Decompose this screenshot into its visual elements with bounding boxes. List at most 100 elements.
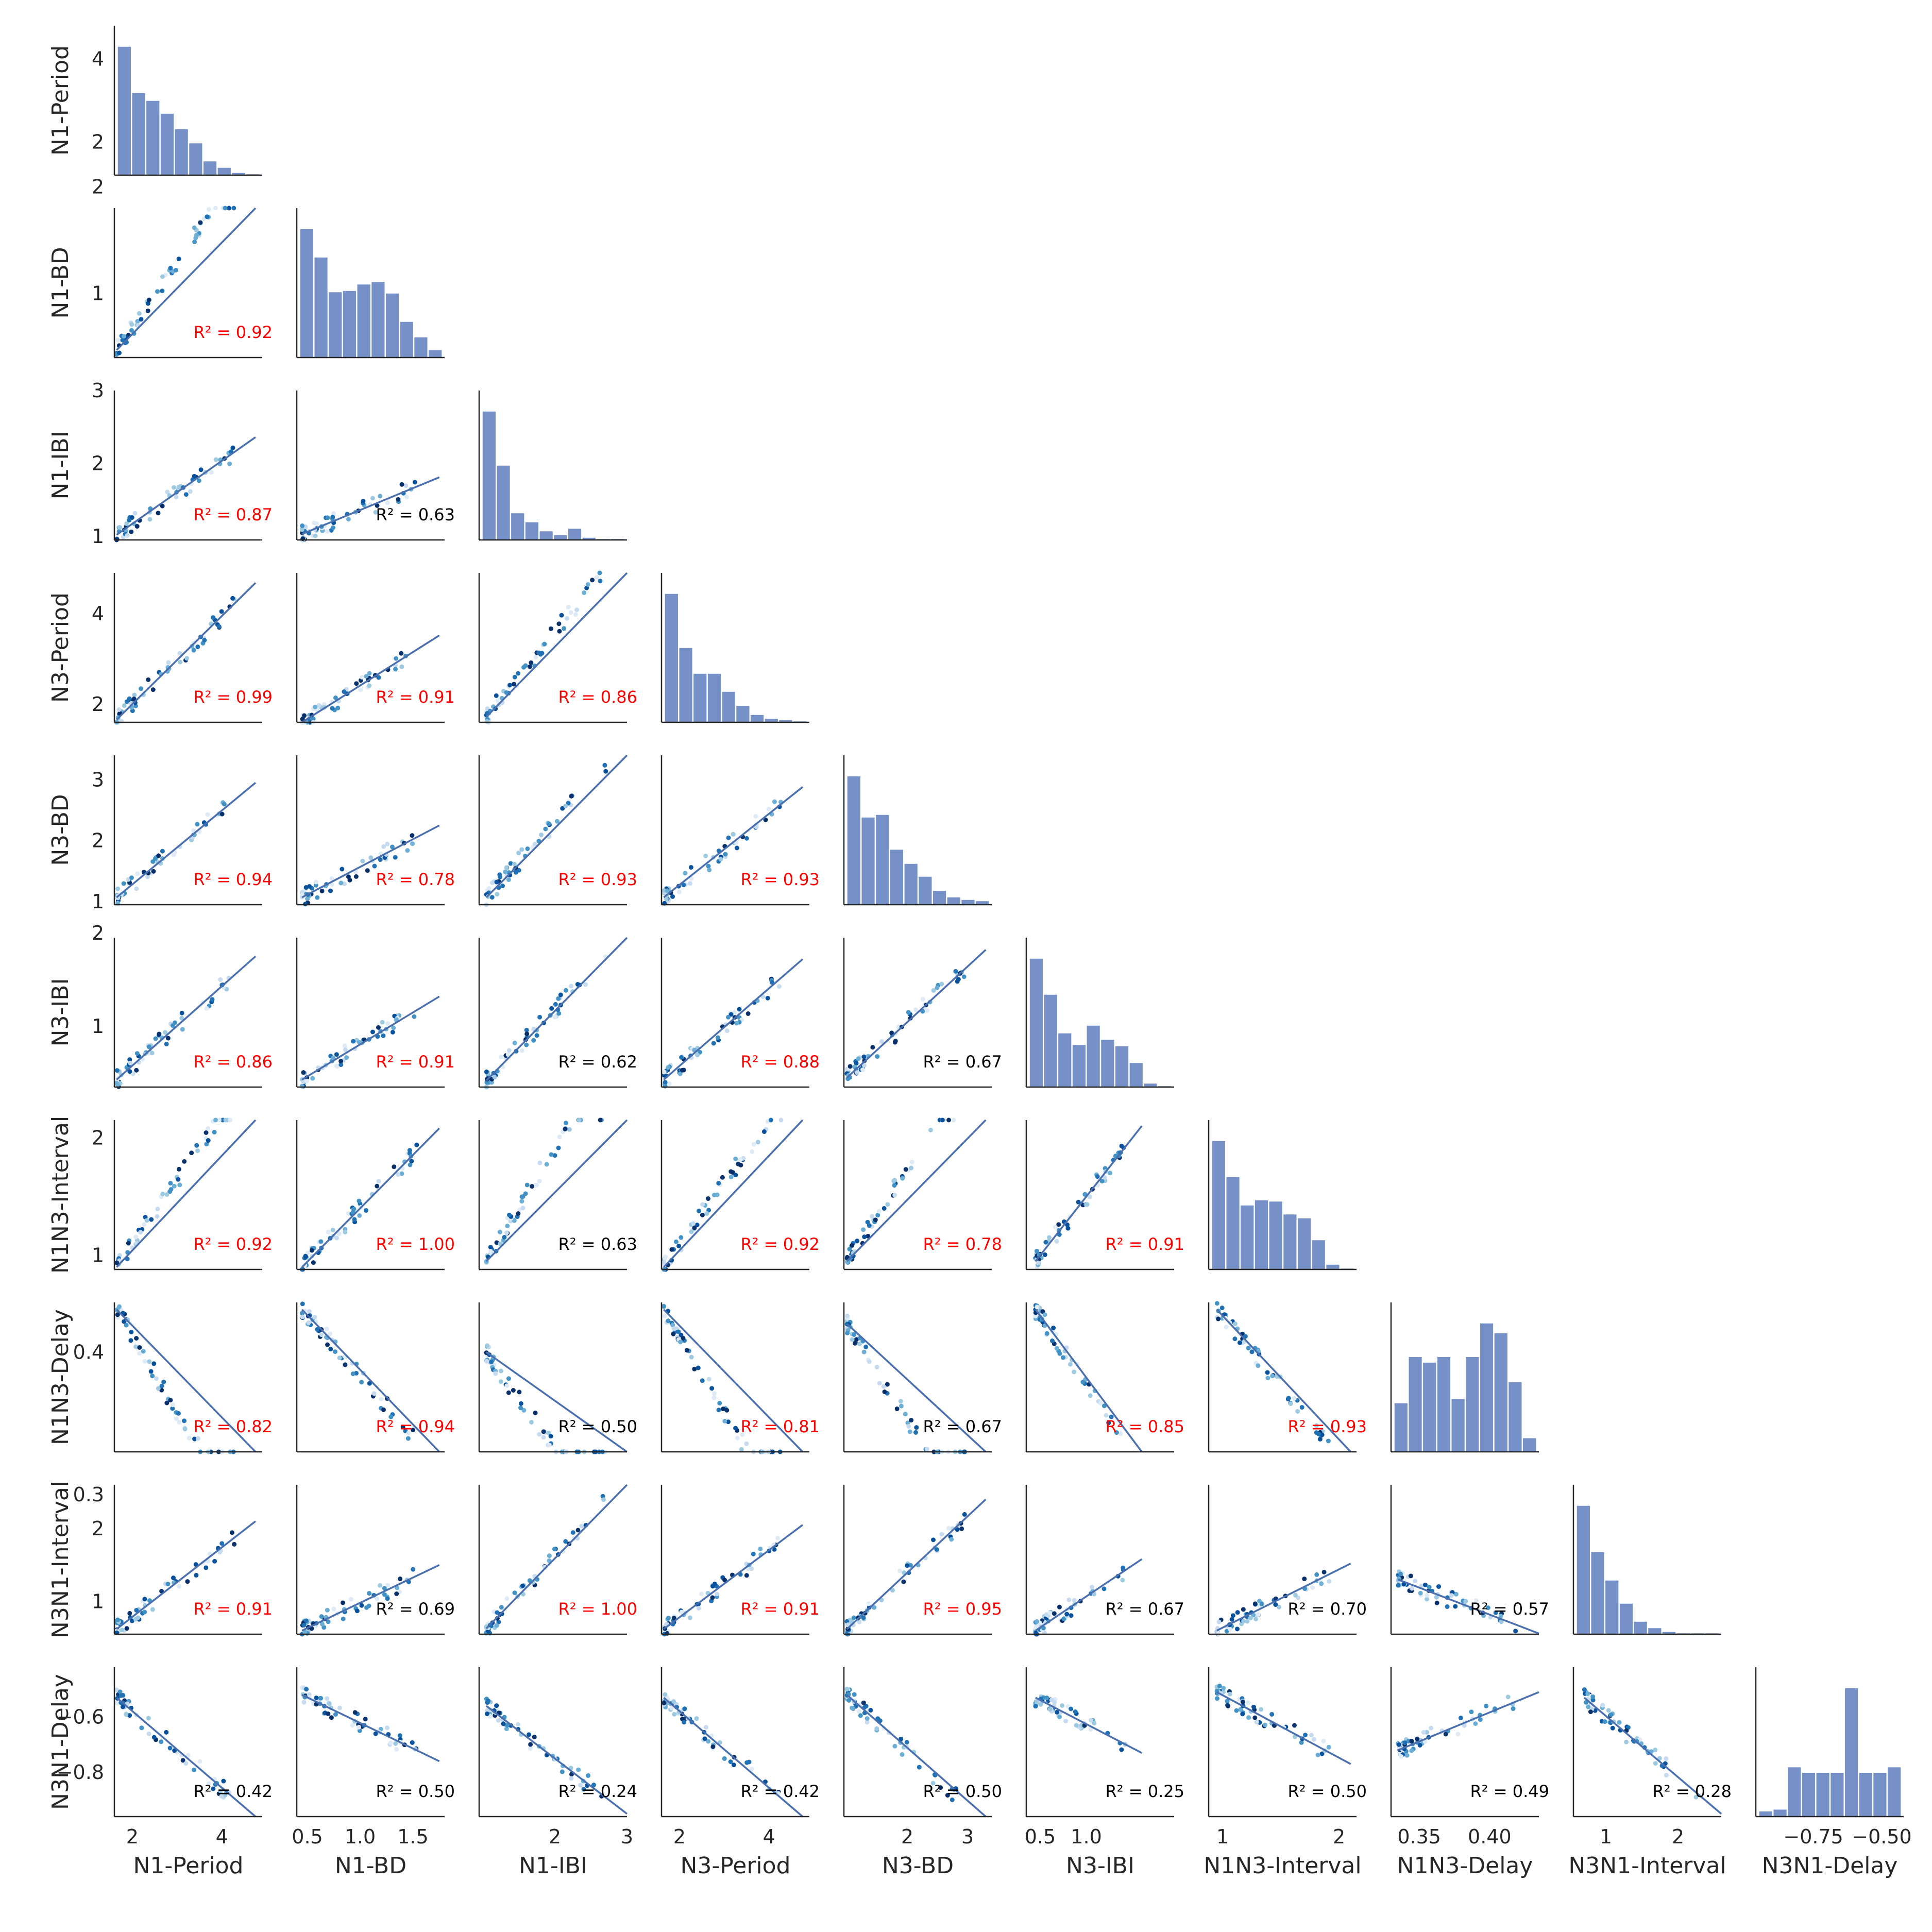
hist-bar-n1-bd-6 bbox=[385, 293, 400, 358]
panel-n3-ibi-vs-n1-ibi-point bbox=[583, 982, 588, 987]
panel-n3n1-interval-vs-n1n3-interval-point bbox=[1235, 1626, 1240, 1632]
panel-n1-bd-vs-n1-period-point bbox=[192, 239, 197, 244]
hist-bar-n3n1-interval-3 bbox=[1619, 1603, 1634, 1635]
panel-n3-bd-vs-n1-period-point bbox=[222, 802, 227, 807]
panel-n3n1-delay-vs-n1-period-r2-label: R² = 0.42 bbox=[194, 1782, 273, 1801]
panel-n1n3-delay-vs-n1-ibi-regression-line bbox=[485, 1351, 628, 1453]
panel-n3n1-interval-vs-n1-bd-point bbox=[375, 1596, 380, 1601]
panel-n3n1-delay-vs-n3n1-interval-point bbox=[1590, 1698, 1596, 1703]
panel-n1n3-interval-vs-n3-bd-point bbox=[861, 1227, 866, 1232]
panel-n1n3-interval-vs-n1-bd-point bbox=[303, 1254, 309, 1259]
hist-bar-n1-ibi-3 bbox=[524, 521, 539, 540]
hist-bar-n1n3-delay-2 bbox=[1422, 1362, 1437, 1452]
panel-n1n3-interval-vs-n3-ibi-point bbox=[1036, 1260, 1041, 1265]
panel-n3n1-interval-vs-n1n3-interval-point bbox=[1245, 1619, 1250, 1624]
panel-n1n3-delay-vs-n3-bd-point bbox=[909, 1418, 914, 1423]
panel-n3n1-interval-vs-n3-ibi-point bbox=[1069, 1613, 1074, 1618]
hist-bar-n1n3-delay-1 bbox=[1408, 1356, 1423, 1452]
panel-n3n1-delay-vs-n1-period-regression-line bbox=[116, 1697, 257, 1818]
panel-n1n3-delay-vs-n1-bd-point bbox=[388, 1414, 394, 1419]
panel-n1n3-delay-vs-n1-period-point bbox=[174, 1416, 179, 1421]
panel-n1-bd-vs-n1-period-point bbox=[173, 267, 178, 273]
hist-bar-n1n3-delay-0 bbox=[1394, 1402, 1409, 1452]
panel-n3-period-vs-n1-ibi-r2-label: R² = 0.86 bbox=[558, 687, 637, 707]
panel-n3-bd-vs-n1-bd-point bbox=[381, 844, 386, 849]
panel-n3n1-interval-vs-n1-period-regression-line bbox=[116, 1520, 257, 1630]
panel-n1n3-delay-vs-n1-period-point bbox=[170, 1402, 175, 1408]
panel-n3n1-interval-vs-n3-period-point bbox=[687, 1615, 692, 1620]
panel-n3n1-interval-vs-n1-ibi-point bbox=[494, 1623, 499, 1628]
panel-n1n3-delay-vs-n1n3-interval-point bbox=[1314, 1423, 1319, 1428]
panel-n3-ibi-vs-n1-ibi-point bbox=[524, 1042, 529, 1047]
ytick-n1n3-interval-1: 2 bbox=[92, 1126, 104, 1149]
panel-n3-bd-vs-n1-period-point bbox=[129, 875, 134, 880]
panel-n3-period-vs-n1-bd-point bbox=[333, 695, 338, 700]
panel-n3n1-interval-vs-n1n3-delay-point bbox=[1396, 1583, 1401, 1588]
panel-n1n3-interval-vs-n1-period-point bbox=[176, 1177, 181, 1182]
panel-n1n3-delay-vs-n1-bd-point bbox=[324, 1327, 329, 1332]
panel-n1n3-delay-vs-n1-ibi-point bbox=[546, 1430, 551, 1435]
panel-n3n1-delay-vs-n1-ibi-point bbox=[485, 1699, 490, 1704]
panel-n3-bd-vs-n3-period-point bbox=[731, 832, 736, 837]
panel-n3n1-interval-vs-n1n3-interval-point bbox=[1228, 1626, 1233, 1632]
panel-n3-period-vs-n1-ibi-point bbox=[484, 719, 489, 724]
xtick-n3-period-1: 4 bbox=[763, 1825, 775, 1848]
hist-bar-n1-bd-2 bbox=[328, 291, 343, 358]
panel-n3n1-interval-vs-n3-bd-point bbox=[949, 1537, 954, 1542]
panel-n3-bd-vs-n3-period-point bbox=[687, 881, 692, 886]
panel-n3n1-interval-vs-n3-bd-point bbox=[866, 1601, 871, 1606]
panel-n1n3-delay-vs-n3-bd-point bbox=[882, 1389, 887, 1394]
xtick-n3n1-interval-0: 1 bbox=[1600, 1825, 1612, 1848]
panel-n1n3-interval-vs-n1-bd-point bbox=[395, 1172, 400, 1177]
panel-n3n1-interval-vs-n3-period-r2-label: R² = 0.91 bbox=[741, 1599, 820, 1619]
panel-n1n3-interval-vs-n1-ibi-point bbox=[537, 1178, 542, 1183]
panel-n1n3-interval-vs-n3-bd-point bbox=[928, 1127, 933, 1132]
panel-n3n1-delay-vs-n1-bd-point bbox=[318, 1696, 324, 1701]
panel-n1n3-interval-vs-n3-period-point bbox=[692, 1225, 697, 1230]
hist-bar-n1n3-interval-5 bbox=[1282, 1213, 1297, 1270]
panel-n1n3-delay-vs-n1n3-interval-point bbox=[1295, 1409, 1300, 1414]
panel-n3-ibi-vs-n1-ibi-point bbox=[499, 1055, 504, 1060]
panel-n1n3-delay-vs-n3-bd-point bbox=[924, 1446, 929, 1451]
panel-n3n1-delay-vs-n1-bd-point bbox=[314, 1695, 319, 1700]
panel-n3-bd-vs-n1-ibi-point bbox=[560, 806, 565, 811]
panel-n3-ibi-vs-n1-period-point bbox=[180, 1027, 185, 1032]
panel-n3n1-delay-vs-n3-period-point bbox=[749, 1767, 754, 1772]
hist-bar-n1n3-interval-0 bbox=[1211, 1140, 1226, 1270]
xlabel-n1n3-delay: N1N3-Delay bbox=[1397, 1853, 1533, 1879]
panel-n1n3-interval-vs-n1-ibi-point bbox=[488, 1249, 493, 1254]
panel-n1n3-delay-vs-n3-bd-point bbox=[861, 1349, 867, 1354]
panel-n3n1-interval-vs-n3-period-point bbox=[722, 1578, 727, 1583]
panel-n3-period-vs-n1-bd-point bbox=[399, 664, 404, 669]
panel-n3n1-delay-vs-n1-bd-point bbox=[394, 1747, 399, 1752]
panel-n1-ibi-vs-n1-bd-point bbox=[330, 515, 335, 520]
panel-n1n3-delay-vs-n1-period-point bbox=[142, 1359, 147, 1364]
panel-n1n3-interval-vs-n3-period-point bbox=[716, 1181, 721, 1186]
panel-n3n1-interval-vs-n3-period-point bbox=[679, 1609, 684, 1615]
panel-n1n3-interval-vs-n3-bd-point bbox=[891, 1178, 896, 1183]
panel-n1-bd-vs-n1-period-point bbox=[145, 308, 150, 313]
hist-bar-n3-bd-4 bbox=[904, 863, 919, 905]
panel-n1n3-delay-vs-n1n3-interval-point bbox=[1249, 1349, 1255, 1354]
panel-n3n1-interval-vs-n3-period-point bbox=[751, 1551, 756, 1556]
panel-n3n1-delay-vs-n1n3-interval-regression-line bbox=[1216, 1691, 1351, 1765]
hist-bar-n1n3-interval-8 bbox=[1325, 1264, 1341, 1270]
panel-n1n3-delay-vs-n3-period-point bbox=[733, 1426, 738, 1431]
panel-n3-period-vs-n1-ibi-point bbox=[521, 665, 527, 670]
panel-n1n3-delay-vs-n3-ibi-r2-label: R² = 0.85 bbox=[1106, 1417, 1184, 1436]
panel-n1n3-delay-vs-n3-ibi-point bbox=[1035, 1304, 1040, 1310]
panel-n3n1-delay-vs-n1n3-interval-point bbox=[1299, 1740, 1304, 1745]
hist-bar-n1-bd-7 bbox=[399, 321, 414, 358]
panel-n3n1-delay-vs-n3n1-interval-point bbox=[1606, 1708, 1611, 1713]
panel-n3n1-interval-vs-n1n3-interval-regression-line bbox=[1216, 1563, 1351, 1632]
panel-n3-bd-vs-n1-period-point bbox=[151, 869, 156, 874]
ylabel-n1-bd: N1-BD bbox=[47, 247, 74, 318]
xtick-n3-period-0: 2 bbox=[673, 1825, 686, 1848]
ytick-n1-bd-0: 1 bbox=[92, 282, 104, 305]
panel-n3n1-delay-vs-n3-period-point bbox=[671, 1699, 676, 1704]
panel-n3n1-delay-vs-n1n3-delay-point bbox=[1462, 1723, 1467, 1728]
panel-n1n3-interval-vs-n1-period-regression-line bbox=[116, 1119, 257, 1268]
panel-n3-period-vs-n1-ibi-point bbox=[556, 621, 562, 626]
panel-n1n3-delay-vs-n1-bd-point bbox=[319, 1332, 324, 1337]
panel-n3n1-delay-vs-n1-period-point bbox=[146, 1731, 151, 1736]
